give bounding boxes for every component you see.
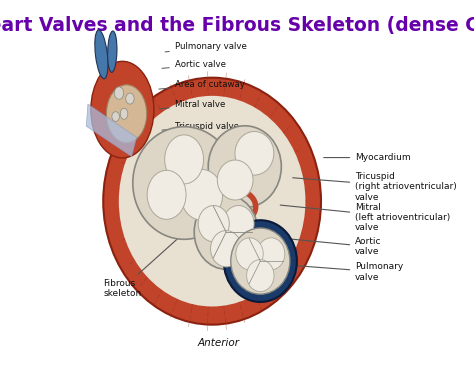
Ellipse shape [208, 126, 282, 208]
Text: Aortic
valve: Aortic valve [258, 236, 382, 256]
Ellipse shape [147, 170, 186, 219]
Text: Pulmonary
valve: Pulmonary valve [286, 262, 403, 282]
Text: Mitral valve: Mitral valve [159, 100, 225, 109]
Text: Aortic valve: Aortic valve [162, 60, 226, 70]
Ellipse shape [217, 160, 253, 200]
Text: Fibrous
skeleton: Fibrous skeleton [103, 238, 179, 298]
Text: Myocardium: Myocardium [324, 153, 411, 162]
Ellipse shape [257, 238, 285, 270]
Text: Heart Valves and the Fibrous Skeleton (dense CT): Heart Valves and the Fibrous Skeleton (d… [0, 16, 474, 35]
Ellipse shape [103, 78, 321, 325]
Ellipse shape [235, 131, 274, 175]
Ellipse shape [224, 220, 297, 302]
Text: Anterior: Anterior [197, 338, 239, 348]
Text: Tricuspid
(right atrioventricular)
valve: Tricuspid (right atrioventricular) valve [292, 172, 457, 202]
Ellipse shape [210, 231, 242, 267]
Ellipse shape [133, 127, 236, 239]
Ellipse shape [164, 135, 203, 184]
Ellipse shape [194, 195, 258, 269]
Ellipse shape [181, 169, 223, 220]
Text: Pulmonary valve: Pulmonary valve [165, 42, 246, 52]
Ellipse shape [231, 228, 290, 294]
Ellipse shape [236, 238, 263, 270]
Ellipse shape [198, 206, 229, 242]
Ellipse shape [119, 96, 305, 306]
Text: Mitral
(left atrioventricular)
valve: Mitral (left atrioventricular) valve [280, 203, 450, 232]
Ellipse shape [223, 206, 254, 242]
Text: Area of cutaway: Area of cutaway [159, 81, 245, 89]
Ellipse shape [246, 259, 274, 292]
Text: Tricuspid valve: Tricuspid valve [162, 122, 239, 131]
